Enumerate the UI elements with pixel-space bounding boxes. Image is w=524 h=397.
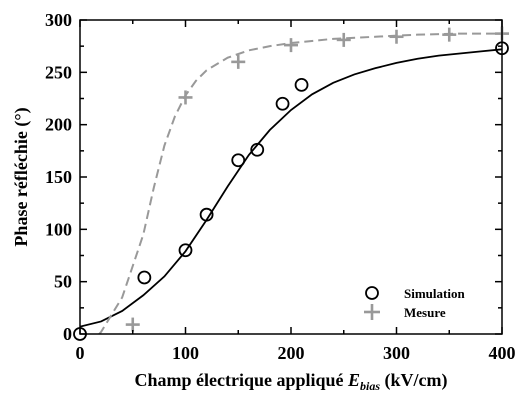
legend: Simulation Mesure [364, 286, 465, 320]
point-mesure-0 [125, 317, 140, 332]
y-tick-label: 0 [63, 324, 72, 344]
point-simulation-6 [275, 96, 290, 111]
x-tick-label: 200 [278, 343, 305, 363]
y-tick-label: 200 [45, 115, 72, 135]
tick-labels: 0 100 200 300 400 0 50 100 150 200 250 300 [45, 10, 516, 363]
x-axis-title-subscript: bias [360, 379, 380, 393]
y-tick-label: 250 [45, 62, 72, 82]
legend-marker-mesure [364, 304, 380, 320]
fit-curves [80, 32, 502, 334]
fit-curve-mesure [97, 32, 502, 334]
legend-label-mesure: Mesure [404, 305, 446, 320]
x-axis-title-suffix: (kV/cm) [380, 370, 447, 391]
x-tick-label: 400 [489, 343, 516, 363]
point-simulation-3 [199, 207, 214, 222]
axis-ticks [79, 19, 503, 335]
point-mesure-6 [442, 27, 457, 42]
point-simulation-2 [178, 243, 193, 258]
y-tick-label: 50 [54, 272, 72, 292]
point-mesure-3 [284, 38, 298, 53]
point-mesure-5 [389, 29, 404, 44]
x-axis-title: Champ électrique appliqué Ebias (kV/cm) [134, 370, 447, 393]
point-simulation-1 [137, 270, 152, 285]
x-tick-label: 100 [172, 343, 199, 363]
y-tick-label: 100 [45, 219, 72, 239]
x-tick-label: 0 [76, 343, 85, 363]
point-mesure-1 [178, 90, 193, 105]
x-tick-label: 300 [383, 343, 410, 363]
point-simulation-7 [294, 77, 309, 92]
point-simulation-4 [231, 153, 246, 168]
point-mesure-4 [336, 32, 351, 47]
y-tick-label: 150 [45, 167, 72, 187]
y-tick-label: 300 [45, 10, 72, 30]
legend-label-simulation: Simulation [404, 286, 465, 301]
point-mesure-2 [231, 54, 246, 69]
fit-curve-simulation [80, 48, 502, 328]
x-axis-title-prefix: Champ électrique appliqué [134, 370, 348, 390]
y-axis-title: Phase réfléchie (°) [11, 107, 32, 246]
point-simulation-5 [250, 142, 265, 157]
x-axis-title-variable: E [347, 370, 360, 390]
legend-marker-simulation [365, 286, 379, 300]
